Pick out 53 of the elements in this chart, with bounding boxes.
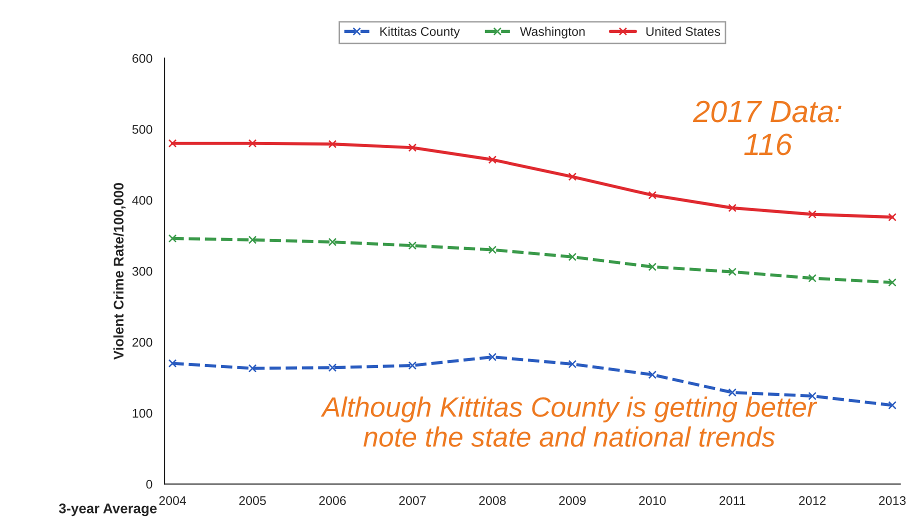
point	[648, 370, 657, 379]
point	[408, 361, 417, 370]
y-tick-label: 400	[132, 196, 152, 205]
point	[168, 234, 177, 243]
y-tick-label: 500	[132, 124, 152, 134]
x-tick-label: 2011	[720, 496, 746, 506]
x-tick-label: 2013	[879, 496, 906, 506]
point	[728, 204, 737, 212]
point	[488, 352, 497, 362]
point	[408, 241, 417, 250]
legend-label: United States	[646, 26, 720, 36]
x-tick-label: 2010	[639, 496, 666, 506]
x-tick-label: 2012	[799, 496, 826, 506]
point	[408, 143, 417, 152]
x-tick-label: 2006	[319, 496, 346, 506]
point	[168, 359, 177, 368]
point	[488, 246, 497, 254]
point	[648, 262, 657, 272]
point	[648, 191, 657, 200]
point	[488, 156, 497, 164]
point	[808, 210, 816, 218]
y-axis-title: Violent Crime Rate/100,000	[113, 183, 126, 360]
annotation: Although Kittitas County is getting better note the state and national trends	[320, 396, 818, 447]
y-tick-label: 300	[132, 266, 152, 276]
point	[328, 140, 337, 148]
point	[728, 268, 737, 276]
x-tick-label: 2005	[239, 496, 266, 506]
point	[808, 274, 816, 282]
point	[248, 236, 257, 244]
point	[568, 172, 577, 181]
point	[568, 252, 577, 262]
annotation: 2017 Data: 116	[692, 100, 842, 156]
x-axis-title: 3-year Average	[58, 504, 157, 516]
y-tick-label: 600	[132, 54, 152, 63]
point	[248, 139, 257, 148]
legend-label: Kittitas County	[380, 26, 460, 38]
point	[728, 388, 737, 397]
x-tick-label: 2008	[479, 496, 506, 506]
legend-label: Washington	[520, 26, 585, 38]
x-tick-label: 2004	[159, 496, 186, 506]
point	[888, 213, 896, 222]
point	[328, 238, 337, 246]
point	[328, 363, 337, 372]
x-tick-label: 2007	[399, 496, 426, 506]
point	[888, 401, 896, 410]
point	[168, 139, 177, 148]
x-tick-label: 2009	[559, 496, 586, 506]
point	[888, 278, 896, 287]
y-tick-label: 100	[132, 408, 152, 418]
point	[568, 360, 577, 368]
y-tick-label: 0	[146, 480, 152, 489]
point	[248, 364, 257, 373]
y-tick-label: 200	[132, 338, 152, 347]
